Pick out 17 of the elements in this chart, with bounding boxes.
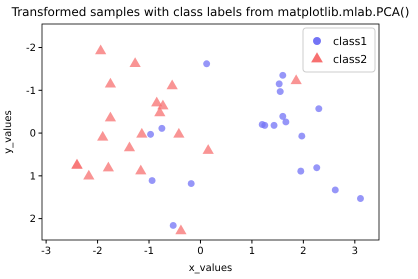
chart-title: Transformed samples with class labels from matplotlib.mlab.PCA() <box>10 5 410 19</box>
y-tick-label: 2 <box>30 214 36 226</box>
x-tick-label: 2 <box>300 246 307 257</box>
x-tick-label: -3 <box>41 246 52 257</box>
y-tick-label: -2 <box>26 43 36 54</box>
x-tick-label: -2 <box>92 246 103 257</box>
y-tick-label: 1 <box>30 171 36 182</box>
y-tick-label: -1 <box>26 86 36 97</box>
x-tick-label: -1 <box>144 246 154 257</box>
legend-label: class2 <box>333 53 368 66</box>
x-tick-label: 3 <box>352 246 358 257</box>
x-tick-label: 1 <box>248 246 256 257</box>
legend-label: class1 <box>333 35 368 48</box>
y-axis-title: y_values <box>3 110 14 154</box>
x-axis-title: x_values <box>188 263 232 274</box>
x-tick-label: 0 <box>197 246 204 257</box>
y-tick-label: 0 <box>30 128 36 140</box>
